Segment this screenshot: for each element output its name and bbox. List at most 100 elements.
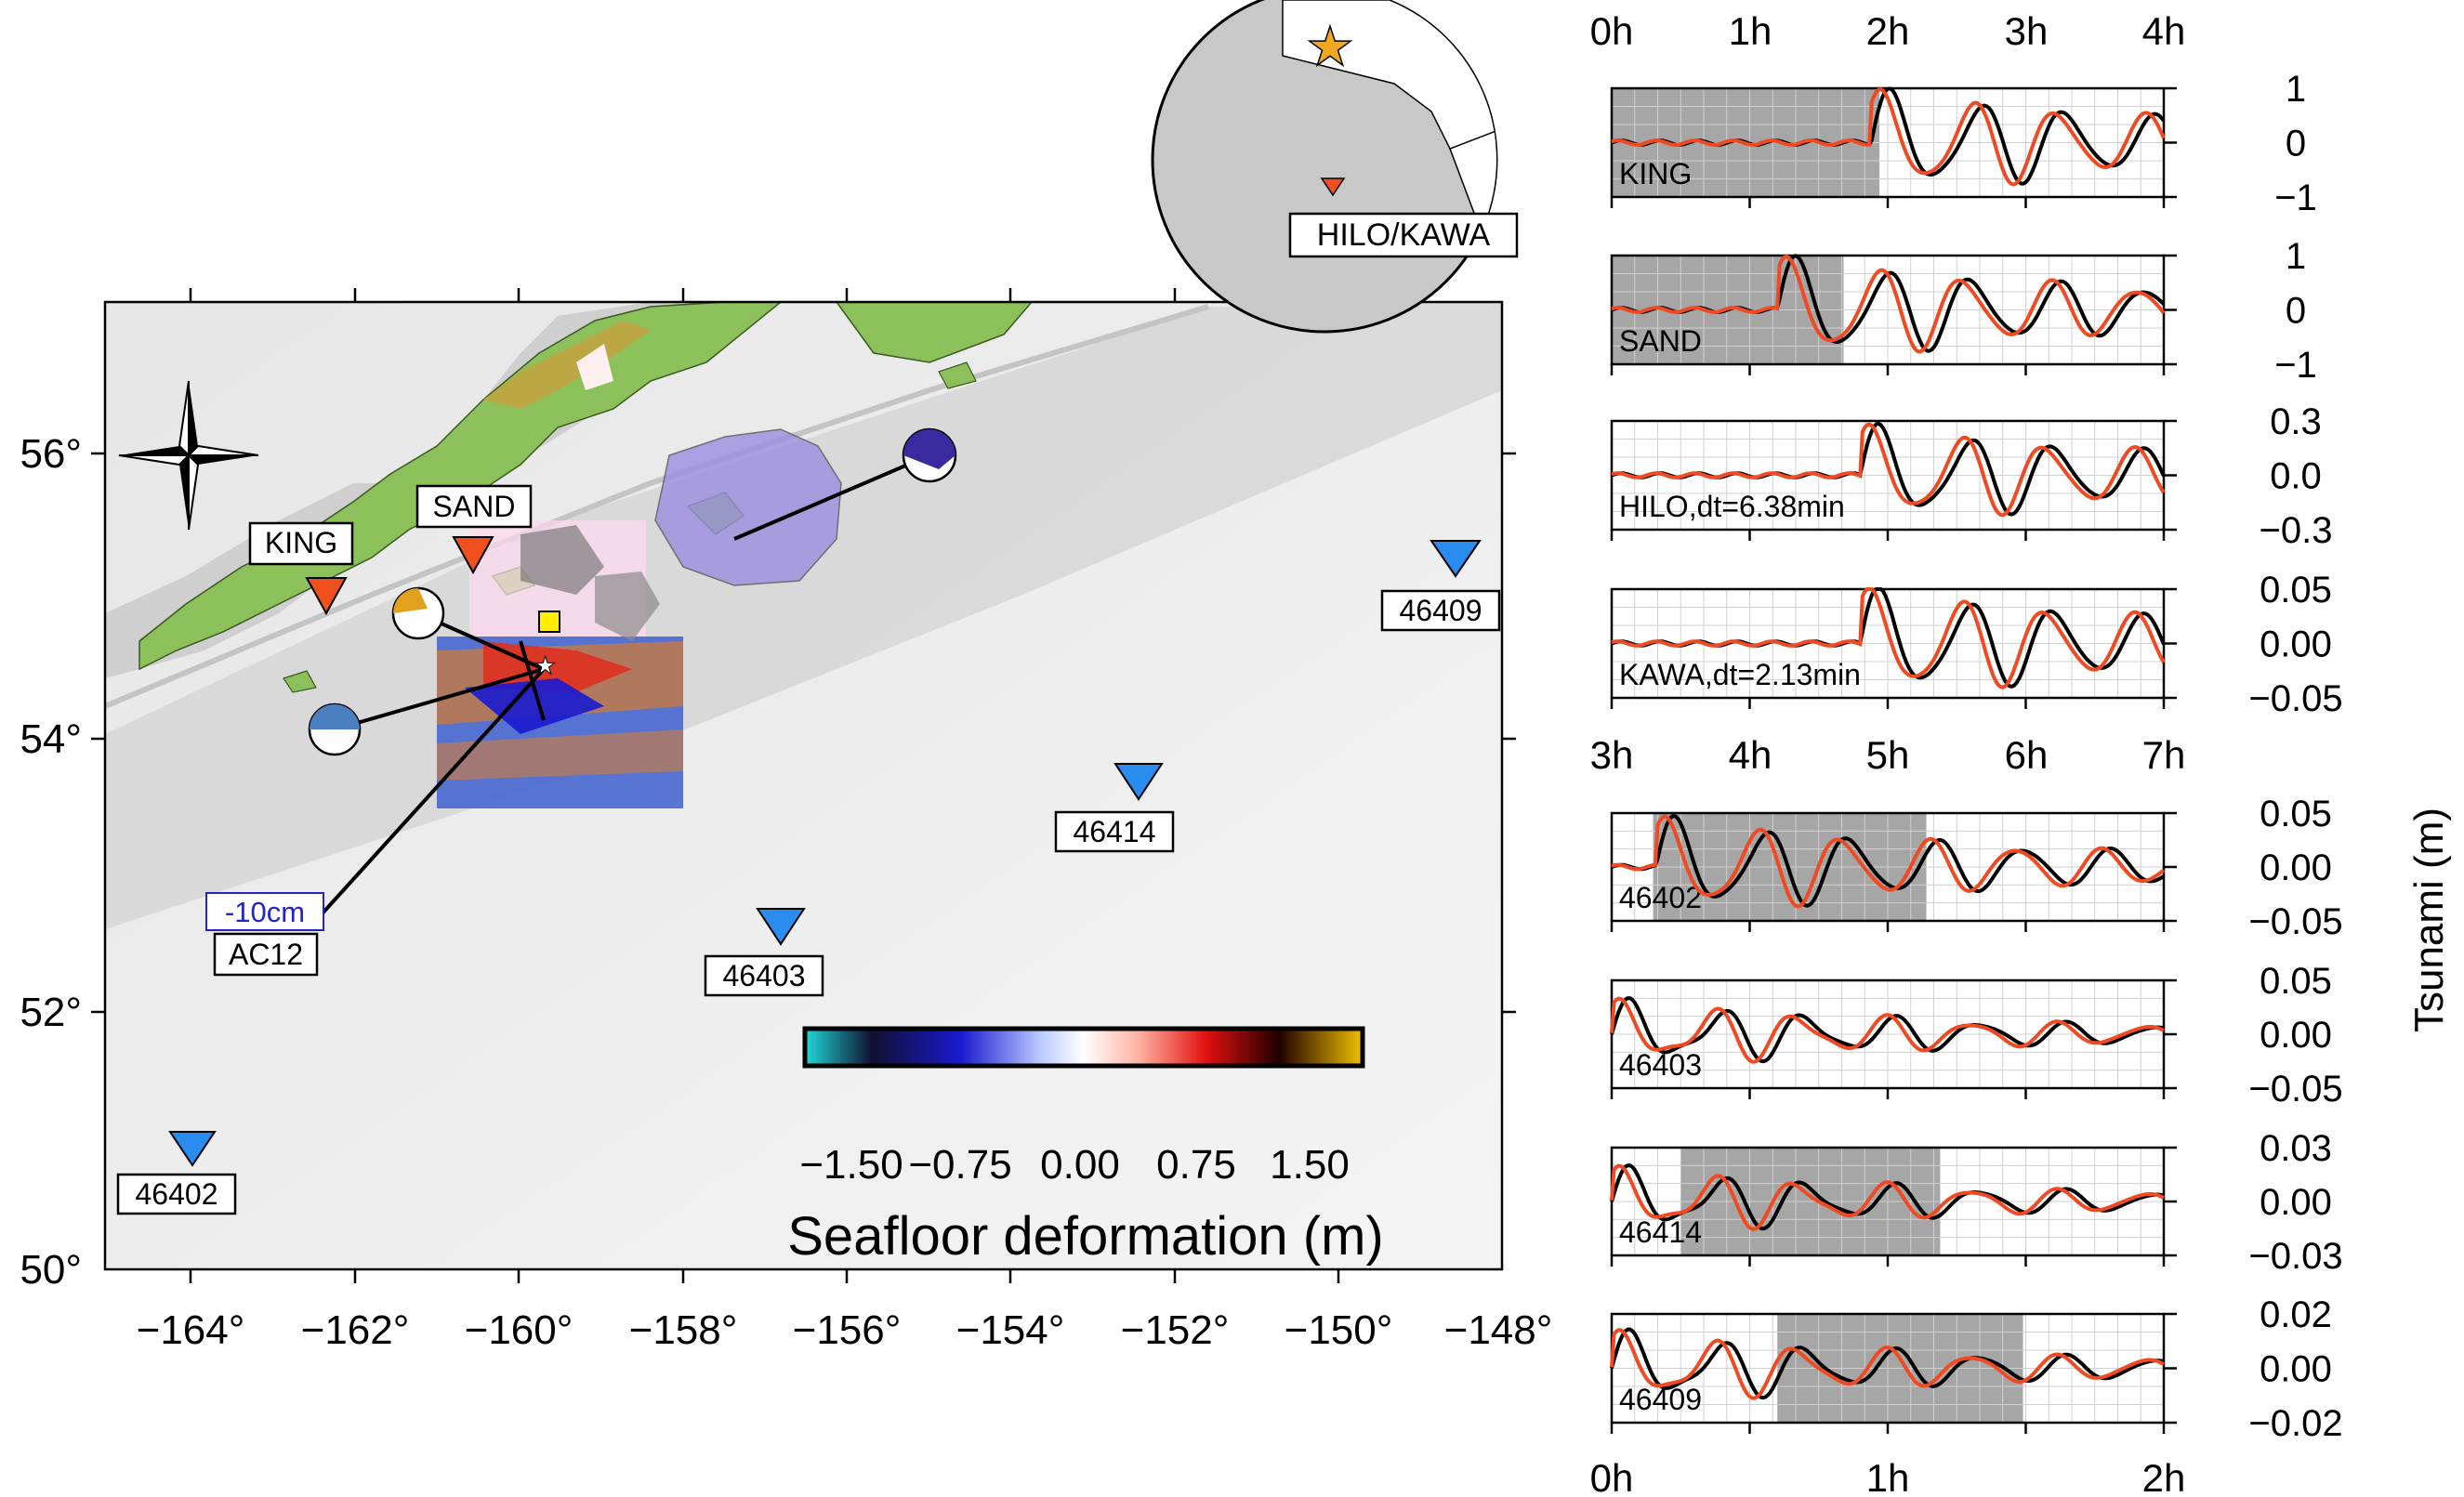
lon-tick: −150° [1285,1307,1393,1353]
time-tick: 2h [2142,1456,2186,1497]
station-king-icon [305,577,348,616]
panel-ytick: −1 [2274,345,2317,386]
compass-icon [118,380,259,531]
panel-ytick: −0.02 [2248,1403,2342,1444]
inset-label: HILO/KAWA [1317,217,1491,253]
time-tick: 3h [1590,733,1634,777]
station-label-sand: SAND [433,490,516,523]
dart-46402-icon [168,1131,217,1167]
panel-ytick: −0.05 [2248,678,2342,719]
lon-tick: −156° [793,1307,902,1353]
lat-tick: 52° [20,990,82,1035]
time-axes: 0h 1h 2h 3h 4h 3h 4h 5h 6h 7h 0h 1h 2h [1590,9,2186,1497]
panel-ytick: 0 [2286,291,2306,332]
panel-ytick: 0.00 [2260,1015,2332,1056]
lon-tick: −148° [1444,1307,1553,1353]
stations: KING SAND 46409 46414 46403 46402 -10cm … [116,484,1501,1215]
time-tick: 0h [1590,1456,1634,1497]
panel-ytick: −0.03 [2248,1236,2342,1277]
time-tick: 2h [1866,9,1910,53]
lon-tick: −164° [137,1307,245,1353]
time-tick: 4h [1729,733,1772,777]
waveform-panel: 0.02 0.00 −0.02 46409 [1610,1294,2343,1444]
lat-tick: 54° [20,716,82,762]
panel-ytick: 0.05 [2260,961,2332,1002]
colorbar-tick: −1.50 [799,1142,903,1188]
colorbar-tick: −0.75 [908,1142,1011,1188]
gnss-marker [538,611,560,633]
time-tick: 3h [2005,9,2049,53]
synthetic-trace [1610,996,2165,1064]
station-label-46409: 46409 [1400,594,1482,627]
waveform-panel: 0.03 0.00 −0.03 46414 [1610,1128,2343,1277]
synthetic-trace [1611,422,2166,518]
panel-ytick: 0.05 [2260,794,2332,834]
waveform-panel: 1 0 −1 KING [1610,69,2317,218]
observed-trace [1610,1327,2165,1400]
time-tick: 5h [1866,733,1910,777]
panel-ytick: −0.3 [2260,510,2333,551]
panel-label: KING [1619,157,1692,190]
epicenter-star-icon: ★ [534,651,556,679]
time-tick: 4h [2142,9,2186,53]
station-sand-icon [452,536,494,575]
main-map: ★ KING SAND 46409 46414 46403 46402 -10c… [20,288,1552,1353]
panel-ytick: 0.00 [2260,1349,2332,1390]
panel-label: KAWA,dt=2.13min [1619,658,1861,691]
synthetic-trace [1610,1163,2165,1231]
panel-label: 46414 [1619,1215,1702,1249]
panel-ytick: 0.02 [2260,1294,2332,1335]
colorbar-tick: 0.75 [1156,1142,1236,1188]
observed-trace [1611,813,2166,908]
observed-trace [1610,996,2165,1064]
panel-ytick: 0.00 [2260,624,2332,665]
lon-tick: −162° [301,1307,410,1353]
waveform-panel: 0.05 0.00 −0.05 KAWA,dt=2.13min [1610,570,2343,719]
station-label-ac12: AC12 [229,938,303,971]
colorbar-tick: 1.50 [1270,1142,1350,1188]
ac12-displacement: -10cm [225,896,305,928]
time-tick: 0h [1590,9,1634,53]
panel-label: 46409 [1619,1383,1702,1416]
synthetic-trace [1611,814,2166,909]
panel-ytick: 0.00 [2260,847,2332,888]
lon-tick: −154° [956,1307,1065,1353]
dart-46403-icon [756,908,806,946]
station-label-46414: 46414 [1074,815,1156,848]
synthetic-trace [1611,254,2166,354]
waveform-panel: 0.05 0.00 −0.05 46403 [1610,961,2343,1110]
panel-label: 46403 [1619,1048,1702,1082]
panel-ytick: 0 [2286,124,2306,164]
lat-tick: 50° [20,1247,82,1293]
dart-46409-icon [1430,540,1482,578]
dart-46414-icon [1113,763,1164,801]
panel-label: 46402 [1619,881,1702,914]
colorbar-tick: 0.00 [1040,1142,1120,1188]
panel-ytick: 0.03 [2260,1128,2332,1169]
synthetic-trace [1611,87,2166,187]
map-lon-labels: −164° −162° −160° −158° −156° −154° −152… [20,431,1552,1353]
waveform-panel: 0.05 0.00 −0.05 46402 [1610,794,2343,942]
colorbar: −1.50 −0.75 0.00 0.75 1.50 Seafloor defo… [787,1026,1384,1267]
waveform-panels: 1 0 −1 KING 1 0 −1 SAND 0.3 0.0 −0.3 HILO,dt=6.38mi… [1610,69,2343,1444]
globe-inset: ★ HILO/KAWA [1151,0,1519,334]
waveform-panel: 0.3 0.0 −0.3 HILO,dt=6.38min [1610,401,2333,551]
lon-tick: −152° [1121,1307,1230,1353]
time-tick: 1h [1729,9,1772,53]
time-tick: 1h [1866,1456,1910,1497]
panel-ytick: 0.00 [2260,1182,2332,1223]
lon-tick: −158° [629,1307,738,1353]
station-label-46403: 46403 [723,959,806,992]
colorbar-title: Seafloor deformation (m) [787,1206,1383,1267]
epicenter-star-icon: ★ [1306,17,1354,77]
panel-ytick: 0.05 [2260,570,2332,611]
focal-mechanisms: ★ [308,427,957,917]
synthetic-trace [1610,1328,2165,1400]
panel-ytick: −0.05 [2248,901,2342,942]
lon-tick: −160° [465,1307,573,1353]
station-label-king: KING [265,526,337,559]
station-label-46402: 46402 [136,1177,218,1211]
hilo-kawa-icon [1320,177,1346,197]
observed-trace [1610,1163,2165,1231]
map-frame [103,300,1504,1271]
